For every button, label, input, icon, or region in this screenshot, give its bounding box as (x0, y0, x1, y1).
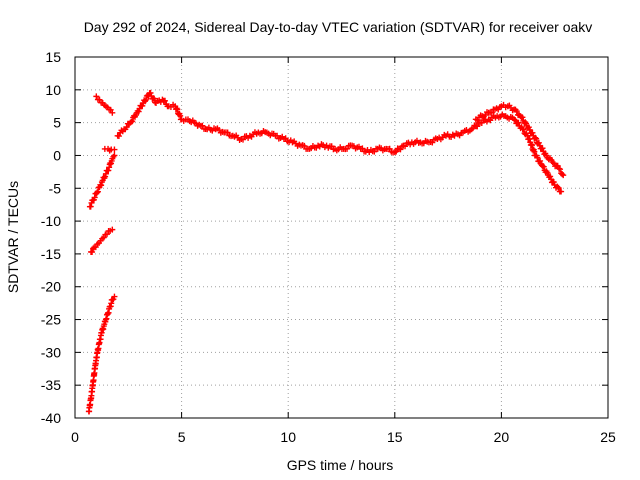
data-point (89, 248, 96, 255)
data-point (474, 123, 481, 130)
y-tick-label: -20 (41, 279, 61, 295)
x-tick-label: 25 (600, 429, 616, 445)
data-point (386, 145, 393, 152)
data-point (94, 189, 101, 196)
data-point (478, 119, 485, 126)
y-tick-label: -25 (41, 312, 61, 328)
data-point (393, 148, 400, 155)
data-point (344, 145, 351, 152)
data-point (93, 93, 100, 100)
y-tick-label: 5 (53, 115, 61, 131)
data-point (488, 109, 495, 116)
data-point (105, 167, 112, 174)
data-point (532, 134, 539, 141)
data-point (511, 116, 518, 123)
data-point (174, 106, 181, 113)
data-point (115, 133, 122, 140)
data-point (109, 109, 116, 116)
y-tick-label: 15 (45, 49, 61, 65)
x-axis-label: GPS time / hours (287, 457, 394, 473)
data-point (87, 203, 94, 210)
data-point (111, 293, 118, 300)
data-point (102, 170, 109, 177)
data-point (524, 132, 531, 139)
data-point (92, 244, 99, 251)
data-point (540, 163, 547, 170)
data-point (526, 126, 533, 133)
data-point (111, 146, 118, 153)
data-point (147, 89, 154, 96)
data-point (520, 126, 527, 133)
x-tick-label: 10 (280, 429, 296, 445)
tick-labels: 0 5 10 15 20 25 15 10 5 0 -5 -10 -15 -20 -25 -30 -35 -40 (41, 49, 616, 445)
data-point (199, 122, 206, 129)
data-point (558, 188, 565, 195)
x-tick-label: 5 (178, 429, 186, 445)
y-tick-label: 0 (53, 147, 61, 163)
data-point (529, 129, 536, 136)
data-point (109, 226, 116, 233)
data-point (555, 184, 562, 191)
data-point (142, 96, 149, 103)
data-point (519, 114, 526, 121)
data-point (177, 112, 184, 119)
plot-frame (74, 56, 609, 419)
data-point (123, 124, 130, 131)
data-point (535, 139, 542, 146)
data-point (550, 179, 557, 186)
grid-lines (75, 57, 608, 418)
data-point (103, 231, 110, 238)
data-point (94, 188, 101, 195)
data-point (539, 145, 546, 152)
data-point (282, 135, 289, 142)
data-point (549, 159, 556, 166)
axis-ticks (74, 56, 609, 419)
data-point (557, 166, 564, 173)
x-tick-label: 15 (387, 429, 403, 445)
data-series (85, 89, 567, 415)
x-tick-label: 20 (494, 429, 510, 445)
data-point (513, 108, 520, 115)
data-point (359, 145, 366, 152)
y-axis-label: SDTVAR / TECUs (5, 181, 21, 293)
data-point (554, 183, 561, 190)
data-point (98, 182, 105, 189)
x-tick-label: 0 (71, 429, 79, 445)
data-point (301, 142, 308, 149)
y-tick-label: -30 (41, 344, 61, 360)
data-point (91, 194, 98, 201)
y-tick-label: -35 (41, 377, 61, 393)
y-tick-label: -15 (41, 246, 61, 262)
data-point (96, 96, 103, 103)
data-point (135, 108, 142, 115)
data-point (328, 143, 335, 150)
data-point (547, 173, 554, 180)
data-point (397, 146, 404, 153)
chart-title: Day 292 of 2024, Sidereal Day-to-day VTE… (84, 19, 593, 35)
data-point (240, 136, 247, 143)
data-point (402, 143, 409, 150)
data-point (139, 102, 146, 109)
data-point (533, 135, 540, 142)
data-point (537, 157, 544, 164)
data-point (173, 105, 180, 112)
data-point (515, 119, 522, 126)
data-point (554, 162, 561, 169)
data-point (559, 171, 566, 178)
y-tick-label: -5 (49, 180, 62, 196)
y-tick-label: 10 (45, 82, 61, 98)
data-point (129, 118, 136, 125)
data-point (111, 152, 118, 159)
data-point (534, 154, 541, 161)
y-tick-label: -10 (41, 213, 61, 229)
data-point (224, 129, 231, 136)
data-point (560, 172, 567, 179)
data-point (151, 95, 158, 102)
data-point (161, 97, 168, 104)
y-tick-label: -40 (41, 410, 61, 426)
